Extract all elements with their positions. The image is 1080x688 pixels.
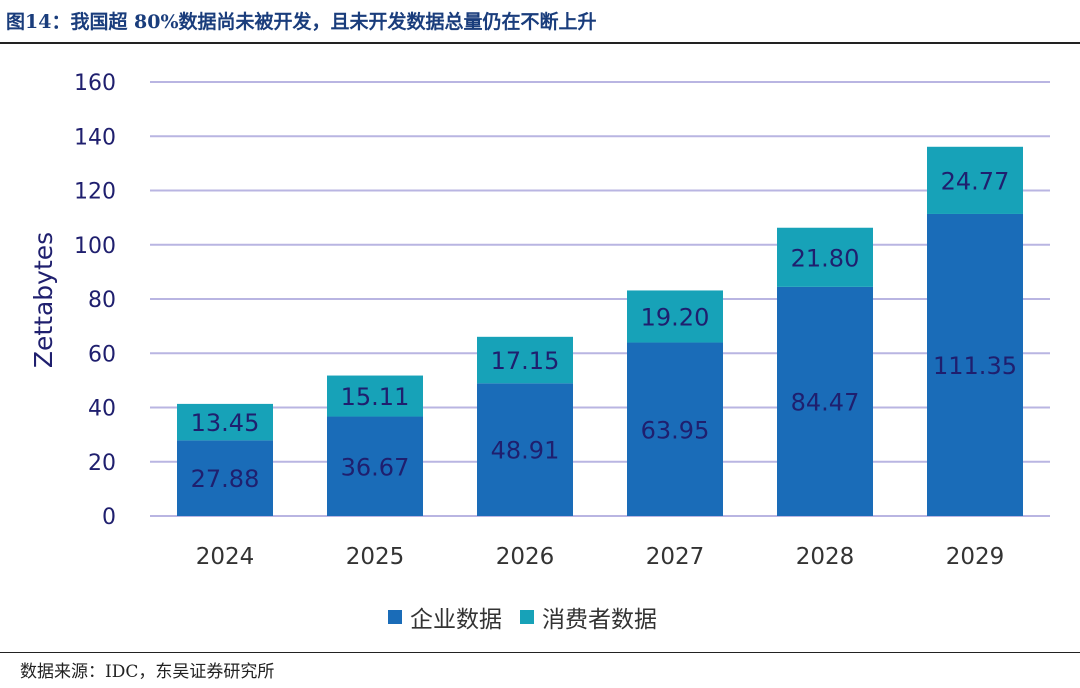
y-tick-label: 20 [88, 451, 116, 476]
bar-label-consumer: 15.11 [341, 383, 410, 411]
y-tick-label: 120 [74, 180, 116, 205]
x-tick-label: 2025 [346, 544, 405, 570]
bar-enterprise [777, 286, 873, 516]
x-tick-label: 2028 [796, 544, 855, 570]
y-tick-label: 80 [88, 288, 116, 313]
bar-label-consumer: 19.20 [641, 303, 710, 331]
y-axis-label: Zettabytes [29, 232, 58, 368]
y-tick-label: 60 [88, 342, 116, 367]
bar-consumer [327, 375, 423, 417]
figure-title: 图14：我国超 80%数据尚未被开发，且未开发数据总量仍在不断上升 [6, 11, 597, 33]
y-tick-label: 160 [74, 71, 116, 96]
stacked-bar-chart: 0 20 40 60 80 100 120 140 160 Zettabytes 27.88 13.4… [29, 71, 1050, 570]
bar-label-enterprise: 36.67 [341, 453, 410, 481]
legend-swatch-enterprise [388, 610, 402, 624]
bar-enterprise [477, 383, 573, 516]
bar-enterprise [627, 342, 723, 516]
y-tick-label: 0 [102, 505, 116, 530]
bar-label-enterprise: 111.35 [933, 352, 1017, 380]
bar-consumer [627, 290, 723, 343]
y-tick-label: 100 [74, 234, 116, 259]
bar-label-enterprise: 48.91 [491, 437, 560, 465]
legend-swatch-consumer [520, 610, 534, 624]
bar-consumer [177, 403, 273, 441]
bar-enterprise [327, 416, 423, 516]
bar-consumer [777, 227, 873, 287]
x-tick-label: 2027 [646, 544, 705, 570]
bar-label-enterprise: 27.88 [191, 465, 260, 493]
bar-label-enterprise: 63.95 [641, 416, 710, 444]
x-tick-label: 2026 [496, 544, 555, 570]
bar-label-consumer: 13.45 [191, 409, 260, 437]
source-note: 数据来源：IDC，东吴证券研究所 [20, 662, 275, 682]
bar-enterprise [177, 440, 273, 516]
legend-item-enterprise: 企业数据 [388, 600, 502, 634]
legend-item-consumer: 消费者数据 [520, 600, 657, 634]
y-tick-label: 40 [88, 397, 116, 422]
bar-label-consumer: 17.15 [491, 347, 560, 375]
top-rule [0, 42, 1080, 44]
x-tick-label: 2029 [946, 544, 1005, 570]
bar-enterprise [927, 213, 1023, 516]
bar-label-consumer: 24.77 [941, 167, 1010, 195]
legend-label-enterprise: 企业数据 [410, 607, 502, 633]
chart-legend: 企业数据 消费者数据 [388, 600, 675, 634]
bar-consumer [477, 336, 573, 384]
x-tick-label: 2024 [196, 544, 255, 570]
bar-consumer [927, 146, 1023, 214]
y-tick-label: 140 [74, 125, 116, 150]
bar-label-enterprise: 84.47 [791, 388, 860, 416]
bottom-rule [0, 652, 1080, 653]
bar-label-consumer: 21.80 [791, 244, 860, 272]
legend-label-consumer: 消费者数据 [542, 607, 657, 633]
